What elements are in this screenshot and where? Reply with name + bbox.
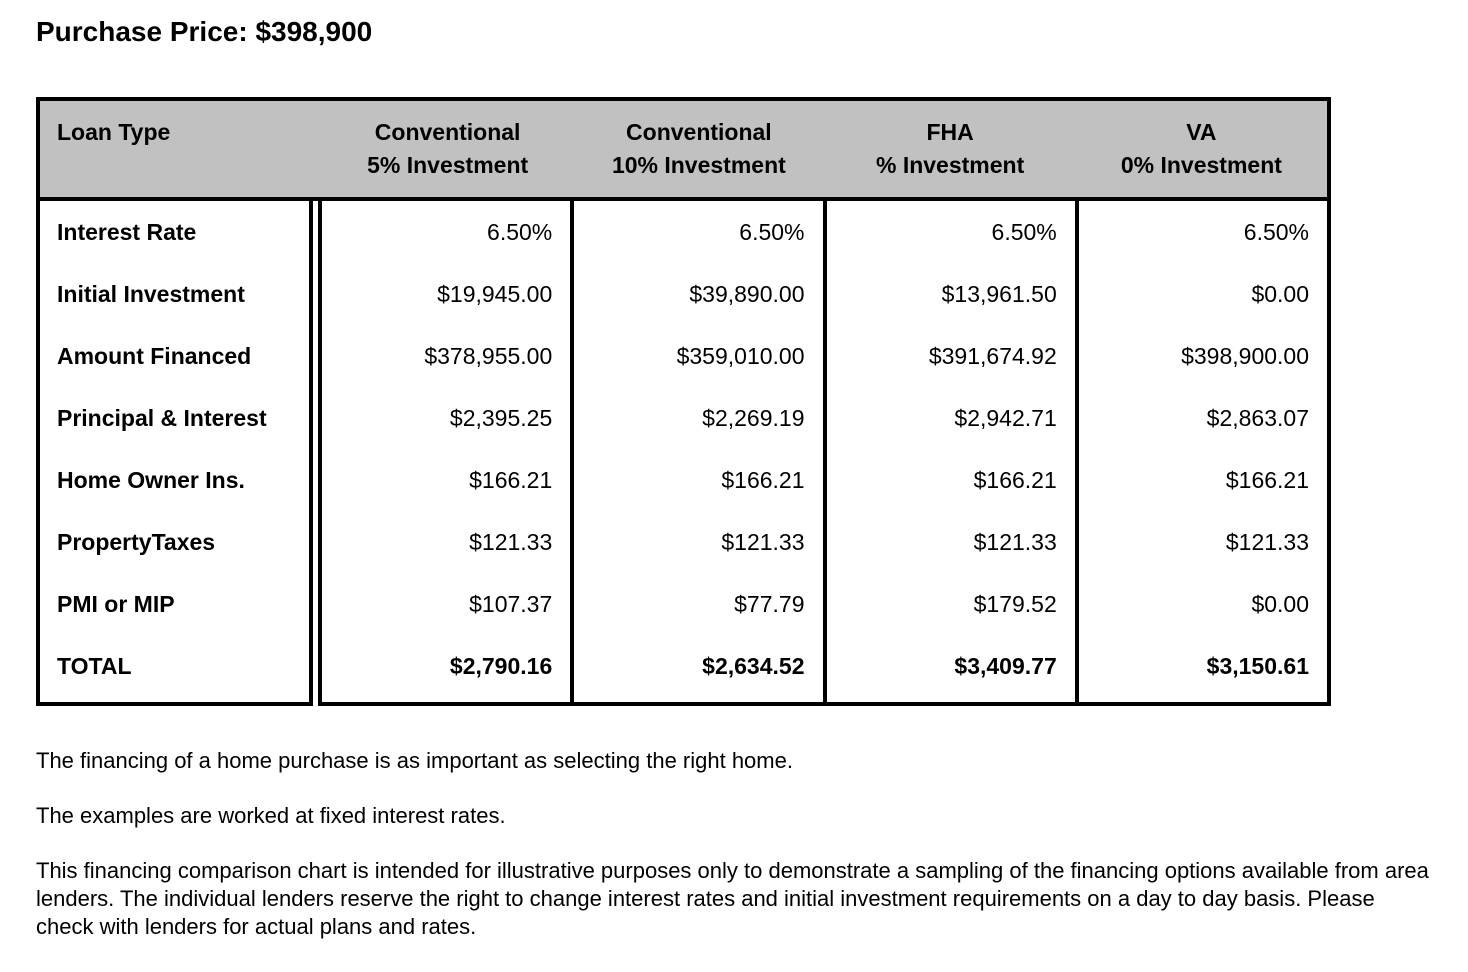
value-home-owner-ins: $166.21 [469,466,553,493]
value-pmi-or-mip: $77.79 [734,590,805,617]
value-propertytaxes: $121.33 [1225,528,1309,555]
header-fha: FHA % Investment [825,116,1076,182]
column-conventional-10: 6.50% $39,890.00 $359,010.00 $2,269.19 $166.… [570,201,822,702]
financing-comparison-table: Loan Type Conventional 5% Investment Con… [36,97,1331,706]
value-interest-rate: 6.50% [1243,218,1309,245]
note-disclaimer: This financing comparison chart is inten… [36,858,1429,939]
row-label-principal-interest: Principal & Interest [57,404,267,431]
value-total: $3,150.61 [1206,652,1309,679]
column-fha: 6.50% $13,961.50 $391,674.92 $2,942.71 $166.… [822,201,1075,702]
value-principal-interest: $2,863.07 [1206,404,1309,431]
value-amount-financed: $391,674.92 [928,342,1057,369]
value-initial-investment: $19,945.00 [437,280,553,307]
loan-type-column: Interest Rate Initial Investment Amount Fi… [36,201,313,706]
header-line1: Conventional [374,119,521,145]
value-initial-investment: $0.00 [1251,280,1309,307]
header-conventional-10: Conventional 10% Investment [573,116,824,182]
value-pmi-or-mip: $179.52 [973,590,1057,617]
row-label-home-owner-ins: Home Owner Ins. [57,466,245,493]
value-propertytaxes: $121.33 [721,528,805,555]
value-principal-interest: $2,269.19 [702,404,805,431]
value-home-owner-ins: $166.21 [1225,466,1309,493]
header-line1: VA [1186,119,1217,145]
value-pmi-or-mip: $107.37 [469,590,553,617]
header-line1: FHA [926,119,974,145]
note-financing-importance: The financing of a home purchase is as i… [36,748,793,773]
row-label-total: TOTAL [57,652,132,679]
header-conventional-5: Conventional 5% Investment [322,116,573,182]
value-total: $2,634.52 [702,652,805,679]
value-home-owner-ins: $166.21 [973,466,1057,493]
value-amount-financed: $398,900.00 [1181,342,1309,369]
value-principal-interest: $2,942.71 [954,404,1057,431]
header-loan-type: Loan Type [40,116,322,182]
row-label-interest-rate: Interest Rate [57,218,197,245]
values-grid: 6.50% $19,945.00 $378,955.00 $2,395.25 $166.… [318,201,1331,706]
header-line2: 0% Investment [1120,152,1282,178]
header-line2: % Investment [875,152,1025,178]
value-initial-investment: $39,890.00 [689,280,805,307]
value-home-owner-ins: $166.21 [721,466,805,493]
header-va: VA 0% Investment [1076,116,1327,182]
value-amount-financed: $378,955.00 [424,342,553,369]
value-initial-investment: $13,961.50 [941,280,1057,307]
row-label-propertytaxes: PropertyTaxes [57,528,216,555]
value-interest-rate: 6.50% [991,218,1057,245]
footnotes: The financing of a home purchase is as i… [36,747,1436,968]
note-fixed-rates: The examples are worked at fixed interes… [36,803,506,828]
table-body: Interest Rate Initial Investment Amount Fi… [36,201,1331,706]
column-va: 6.50% $0.00 $398,900.00 $2,863.07 $166.21 $12… [1074,201,1327,702]
row-label-pmi-or-mip: PMI or MIP [57,590,175,617]
value-interest-rate: 6.50% [487,218,553,245]
value-amount-financed: $359,010.00 [676,342,805,369]
header-loan-type-label: Loan Type [57,119,171,145]
row-label-initial-investment: Initial Investment [57,280,245,307]
value-propertytaxes: $121.33 [469,528,553,555]
header-line2: 5% Investment [367,152,529,178]
value-interest-rate: 6.50% [739,218,805,245]
row-label-amount-financed: Amount Financed [57,342,252,369]
value-total: $3,409.77 [954,652,1057,679]
table-header-row: Loan Type Conventional 5% Investment Con… [36,97,1331,201]
header-line2: 10% Investment [611,152,786,178]
value-principal-interest: $2,395.25 [449,404,553,431]
page-title: Purchase Price: $398,900 [36,16,373,47]
column-conventional-5: 6.50% $19,945.00 $378,955.00 $2,395.25 $166.… [322,201,570,702]
value-total: $2,790.16 [449,652,553,679]
header-line1: Conventional [626,119,772,145]
value-propertytaxes: $121.33 [973,528,1057,555]
value-pmi-or-mip: $0.00 [1251,590,1309,617]
